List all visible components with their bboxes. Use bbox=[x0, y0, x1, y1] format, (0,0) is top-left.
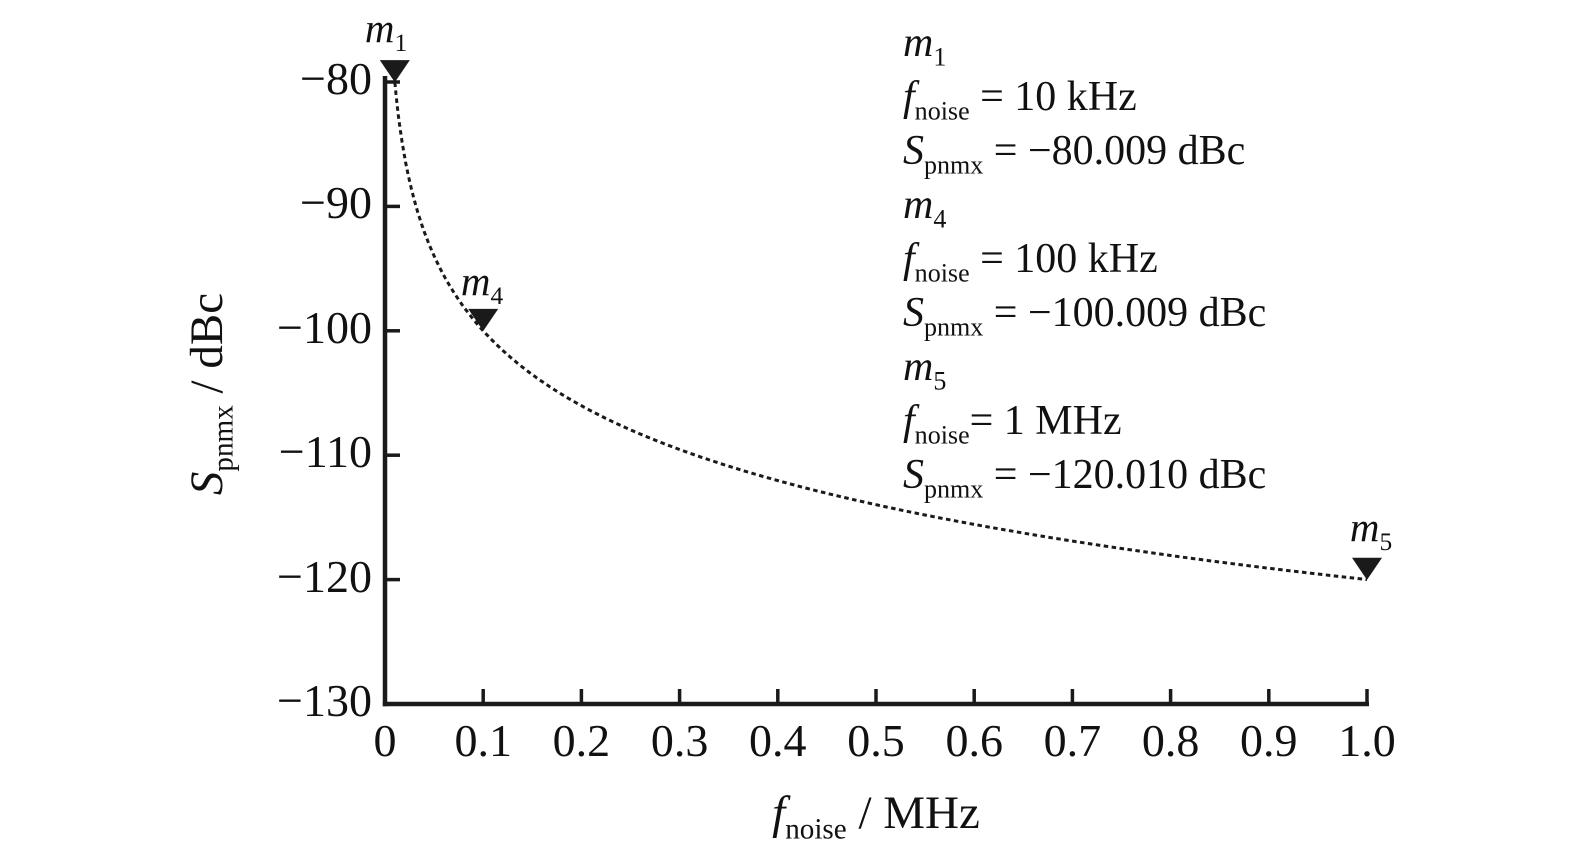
readout-value: = 1 MHz bbox=[969, 398, 1122, 444]
readout-variable: S bbox=[903, 128, 924, 174]
readout-value: = −120.010 dBc bbox=[983, 452, 1267, 498]
x-tick-label: 0.9 bbox=[1240, 715, 1298, 766]
y-axis-variable: S bbox=[181, 471, 233, 496]
readout-subscript: 5 bbox=[933, 366, 947, 396]
readout-variable: f bbox=[903, 398, 915, 444]
readout-subscript: 4 bbox=[933, 204, 947, 234]
readout-subscript: noise bbox=[914, 96, 970, 126]
readout-variable: m bbox=[903, 20, 934, 66]
y-axis-variable-subscript: pnmx bbox=[207, 405, 240, 472]
x-tick-label: 0.1 bbox=[454, 715, 512, 766]
y-tick-label: −100 bbox=[277, 301, 372, 353]
x-tick-label: 0.8 bbox=[1141, 715, 1200, 766]
readout-frequency: fnoise = 100 kHz bbox=[903, 232, 1266, 286]
readout-level: Spnmx = −80.009 dBc bbox=[903, 124, 1266, 178]
x-axis-unit: / MHz bbox=[846, 787, 980, 839]
readout-variable: S bbox=[903, 452, 924, 498]
y-tick-label: −80 bbox=[300, 53, 372, 104]
marker-subscript: 4 bbox=[490, 282, 504, 311]
marker-label-m4: m4 bbox=[460, 257, 503, 309]
marker-label-m5: m5 bbox=[1349, 503, 1392, 555]
readout-frequency: fnoise = 10 kHz bbox=[903, 70, 1266, 124]
marker-subscript: 1 bbox=[394, 29, 408, 58]
x-tick-label: 0.5 bbox=[847, 715, 905, 766]
marker-triangle-m1 bbox=[379, 60, 410, 83]
readout-value: = 100 kHz bbox=[969, 236, 1158, 282]
x-tick-label: 0.3 bbox=[650, 715, 709, 766]
y-tick-label: −90 bbox=[300, 177, 372, 229]
readout-marker-name: m5 bbox=[903, 340, 1266, 394]
y-tick-label: −120 bbox=[277, 550, 372, 602]
readout-value: = 10 kHz bbox=[969, 74, 1137, 120]
readout-subscript: pnmx bbox=[924, 150, 984, 180]
readout-marker-name: m1 bbox=[903, 16, 1266, 70]
marker-name: m bbox=[1349, 504, 1380, 550]
readout-level: Spnmx = −120.010 dBc bbox=[903, 448, 1266, 502]
marker-triangle-m4 bbox=[468, 308, 499, 331]
readout-variable: m bbox=[903, 182, 934, 228]
x-tick-label: 0.2 bbox=[552, 715, 611, 766]
phase-noise-curve bbox=[393, 82, 1368, 582]
readout-subscript: 1 bbox=[933, 42, 947, 72]
readout-variable: f bbox=[903, 236, 915, 282]
readout-subscript: pnmx bbox=[924, 312, 984, 342]
readout-subscript: noise bbox=[914, 258, 970, 288]
marker-label-m1: m1 bbox=[364, 4, 407, 56]
marker-subscript: 5 bbox=[1379, 528, 1393, 557]
marker-name: m bbox=[460, 258, 491, 304]
readout-level: Spnmx = −100.009 dBc bbox=[903, 286, 1266, 340]
readout-value: = −100.009 dBc bbox=[983, 290, 1267, 336]
readout-subscript: noise bbox=[914, 420, 970, 450]
y-axis-unit: / dBc bbox=[181, 292, 233, 406]
x-tick-label: 0.6 bbox=[945, 715, 1003, 766]
x-tick-label: 0.7 bbox=[1043, 715, 1102, 766]
marker-name: m bbox=[364, 5, 395, 51]
y-tick-label: −110 bbox=[278, 426, 372, 478]
y-axis-title: Spnmx / dBc bbox=[180, 292, 239, 496]
y-tick-label: −130 bbox=[277, 675, 372, 726]
x-axis-variable-subscript: noise bbox=[785, 813, 847, 846]
readout-variable: f bbox=[903, 74, 915, 120]
readout-variable: S bbox=[903, 290, 924, 336]
marker-readout-panel: m1 fnoise = 10 kHz Spnmx = −80.009 dBc m4 fn… bbox=[903, 16, 1266, 502]
x-tick-label: 1.0 bbox=[1338, 715, 1396, 766]
readout-subscript: pnmx bbox=[924, 474, 984, 504]
readout-frequency: fnoise= 1 MHz bbox=[903, 394, 1266, 448]
marker-triangle-m5 bbox=[1352, 557, 1382, 580]
x-tick-label: 0.4 bbox=[749, 715, 807, 766]
readout-marker-name: m4 bbox=[903, 178, 1266, 232]
readout-value: = −80.009 dBc bbox=[983, 128, 1246, 174]
x-axis-variable: f bbox=[772, 787, 786, 839]
x-tick-label: 0 bbox=[373, 715, 397, 766]
x-axis-title: fnoise / MHz bbox=[772, 786, 980, 844]
readout-variable: m bbox=[903, 344, 934, 390]
